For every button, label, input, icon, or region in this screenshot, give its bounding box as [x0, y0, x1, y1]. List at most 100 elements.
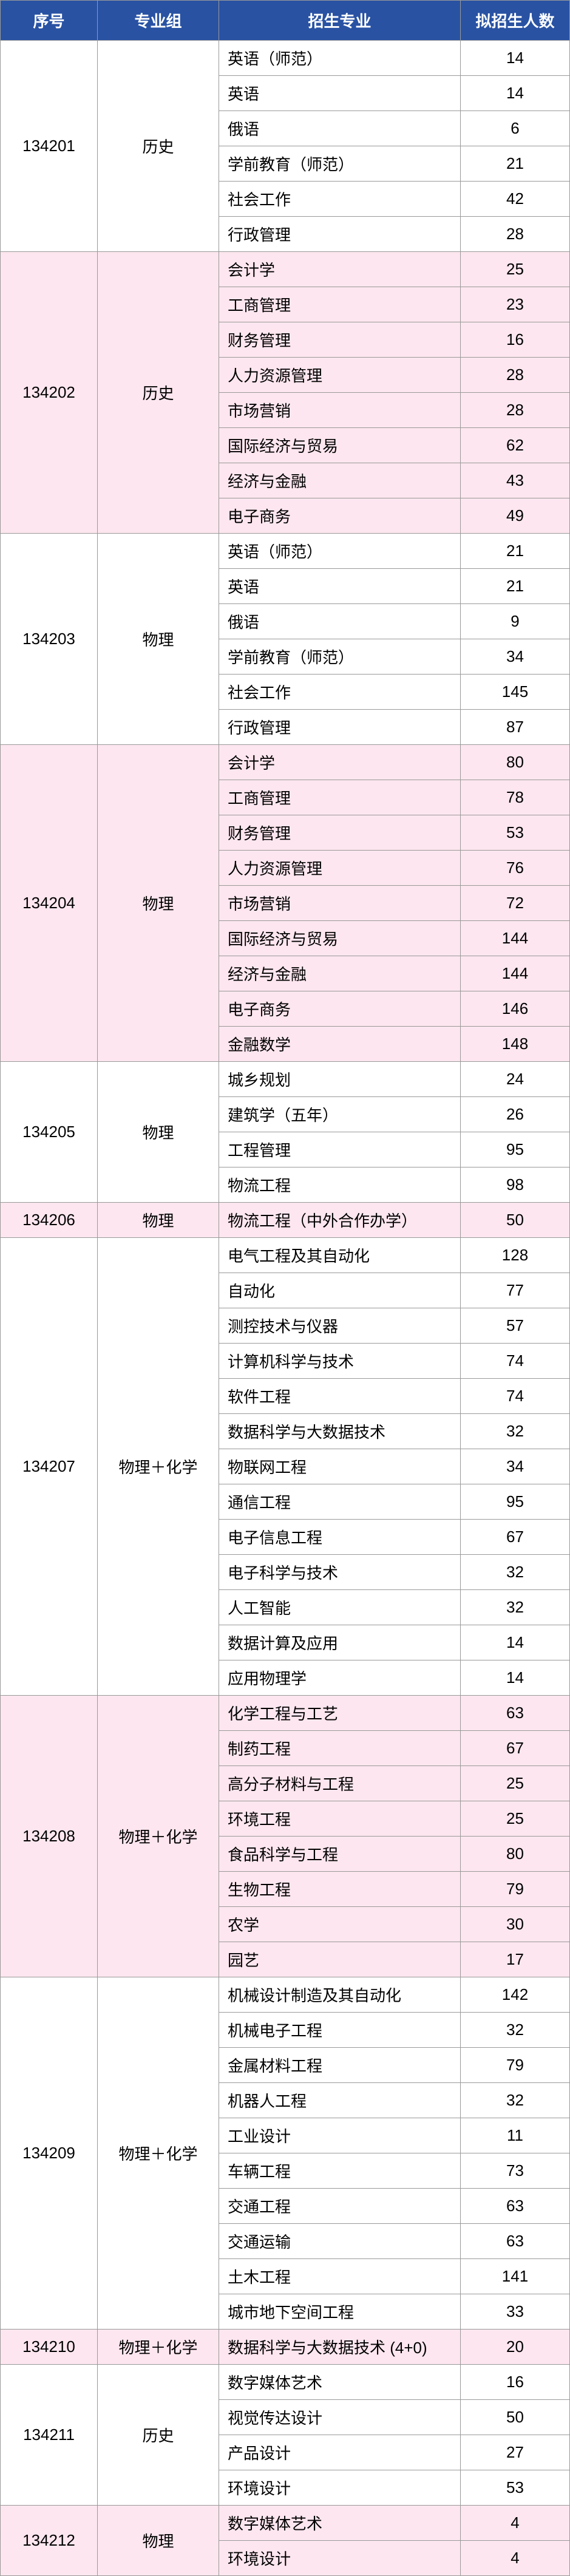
- group-cell: 历史: [98, 252, 219, 534]
- group-cell: 物理: [98, 534, 219, 745]
- major-cell: 化学工程与工艺: [219, 1696, 461, 1731]
- count-cell: 53: [461, 815, 570, 851]
- group-cell: 物理: [98, 745, 219, 1062]
- count-cell: 74: [461, 1379, 570, 1414]
- major-cell: 应用物理学: [219, 1660, 461, 1696]
- major-cell: 园艺: [219, 1942, 461, 1977]
- count-cell: 30: [461, 1907, 570, 1942]
- count-cell: 128: [461, 1238, 570, 1273]
- count-cell: 53: [461, 2470, 570, 2506]
- major-cell: 人力资源管理: [219, 358, 461, 393]
- major-cell: 工业设计: [219, 2118, 461, 2153]
- group-cell: 历史: [98, 41, 219, 252]
- table-row: 134212物理数字媒体艺术4: [1, 2506, 570, 2541]
- major-cell: 交通工程: [219, 2189, 461, 2224]
- count-cell: 144: [461, 956, 570, 991]
- count-cell: 63: [461, 1696, 570, 1731]
- count-cell: 14: [461, 76, 570, 111]
- major-cell: 学前教育（师范）: [219, 639, 461, 675]
- count-cell: 57: [461, 1308, 570, 1344]
- major-cell: 工程管理: [219, 1132, 461, 1167]
- count-cell: 95: [461, 1132, 570, 1167]
- major-cell: 英语: [219, 569, 461, 604]
- major-cell: 物流工程（中外合作办学）: [219, 1203, 461, 1238]
- count-cell: 72: [461, 886, 570, 921]
- major-cell: 产品设计: [219, 2435, 461, 2470]
- major-cell: 财务管理: [219, 322, 461, 358]
- major-cell: 经济与金融: [219, 956, 461, 991]
- count-cell: 63: [461, 2189, 570, 2224]
- count-cell: 146: [461, 991, 570, 1027]
- table-row: 134208物理＋化学化学工程与工艺63: [1, 1696, 570, 1731]
- code-cell: 134211: [1, 2365, 98, 2506]
- major-cell: 城市地下空间工程: [219, 2294, 461, 2330]
- table-row: 134203物理英语（师范）21: [1, 534, 570, 569]
- count-cell: 34: [461, 1449, 570, 1484]
- code-cell: 134208: [1, 1696, 98, 1977]
- major-cell: 国际经济与贸易: [219, 921, 461, 956]
- major-cell: 英语: [219, 76, 461, 111]
- code-cell: 134207: [1, 1238, 98, 1696]
- major-cell: 英语（师范）: [219, 534, 461, 569]
- table-row: 134205物理城乡规划24: [1, 1062, 570, 1097]
- count-cell: 28: [461, 217, 570, 252]
- count-cell: 148: [461, 1027, 570, 1062]
- group-cell: 物理: [98, 1062, 219, 1203]
- major-cell: 机械设计制造及其自动化: [219, 1977, 461, 2013]
- count-cell: 6: [461, 111, 570, 146]
- header-major: 招生专业: [219, 1, 461, 41]
- code-cell: 134206: [1, 1203, 98, 1238]
- count-cell: 28: [461, 393, 570, 428]
- major-cell: 数据科学与大数据技术: [219, 1414, 461, 1449]
- major-cell: 俄语: [219, 604, 461, 639]
- count-cell: 62: [461, 428, 570, 463]
- count-cell: 78: [461, 780, 570, 815]
- major-cell: 软件工程: [219, 1379, 461, 1414]
- major-cell: 物流工程: [219, 1167, 461, 1203]
- count-cell: 32: [461, 2013, 570, 2048]
- count-cell: 144: [461, 921, 570, 956]
- major-cell: 高分子材料与工程: [219, 1766, 461, 1801]
- major-cell: 机器人工程: [219, 2083, 461, 2118]
- count-cell: 11: [461, 2118, 570, 2153]
- major-cell: 数字媒体艺术: [219, 2506, 461, 2541]
- major-cell: 交通运输: [219, 2224, 461, 2259]
- table-row: 134210物理＋化学数据科学与大数据技术 (4+0)20: [1, 2330, 570, 2365]
- count-cell: 50: [461, 2400, 570, 2435]
- major-cell: 制药工程: [219, 1731, 461, 1766]
- code-cell: 134204: [1, 745, 98, 1062]
- major-cell: 生物工程: [219, 1872, 461, 1907]
- major-cell: 车辆工程: [219, 2153, 461, 2189]
- major-cell: 食品科学与工程: [219, 1837, 461, 1872]
- admissions-table: 序号 专业组 招生专业 拟招生人数 134201历史英语（师范）14英语14俄语…: [0, 0, 570, 2576]
- count-cell: 67: [461, 1731, 570, 1766]
- header-code: 序号: [1, 1, 98, 41]
- count-cell: 23: [461, 287, 570, 322]
- group-cell: 物理＋化学: [98, 1696, 219, 1977]
- major-cell: 财务管理: [219, 815, 461, 851]
- major-cell: 电子科学与技术: [219, 1555, 461, 1590]
- code-cell: 134209: [1, 1977, 98, 2330]
- major-cell: 测控技术与仪器: [219, 1308, 461, 1344]
- major-cell: 国际经济与贸易: [219, 428, 461, 463]
- count-cell: 42: [461, 182, 570, 217]
- major-cell: 建筑学（五年）: [219, 1097, 461, 1132]
- code-cell: 134203: [1, 534, 98, 745]
- major-cell: 会计学: [219, 252, 461, 287]
- major-cell: 电子信息工程: [219, 1520, 461, 1555]
- count-cell: 34: [461, 639, 570, 675]
- major-cell: 计算机科学与技术: [219, 1344, 461, 1379]
- table-row: 134206物理物流工程（中外合作办学）50: [1, 1203, 570, 1238]
- count-cell: 87: [461, 710, 570, 745]
- major-cell: 金属材料工程: [219, 2048, 461, 2083]
- major-cell: 数字媒体艺术: [219, 2365, 461, 2400]
- count-cell: 21: [461, 534, 570, 569]
- count-cell: 142: [461, 1977, 570, 2013]
- count-cell: 49: [461, 498, 570, 534]
- count-cell: 32: [461, 2083, 570, 2118]
- count-cell: 27: [461, 2435, 570, 2470]
- major-cell: 英语（师范）: [219, 41, 461, 76]
- count-cell: 25: [461, 252, 570, 287]
- major-cell: 自动化: [219, 1273, 461, 1308]
- major-cell: 土木工程: [219, 2259, 461, 2294]
